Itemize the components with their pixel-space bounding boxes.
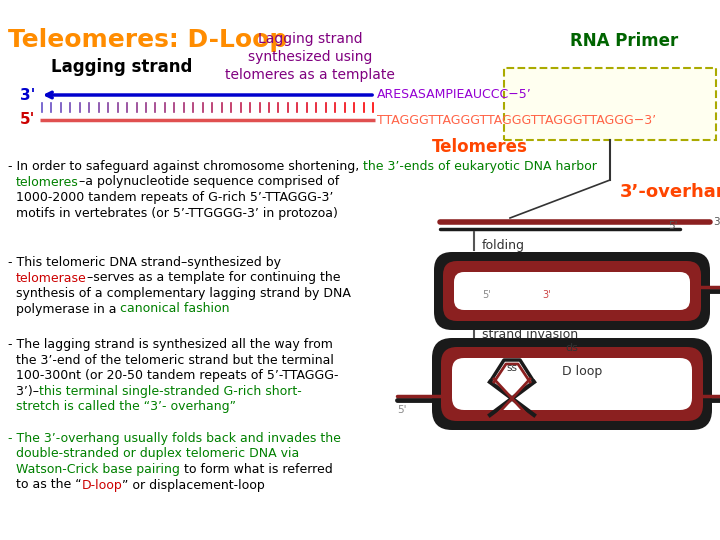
Text: D loop: D loop bbox=[562, 364, 602, 377]
Text: –serves as a template for continuing the: –serves as a template for continuing the bbox=[86, 272, 341, 285]
Text: 3': 3' bbox=[19, 87, 35, 103]
Text: the 3’-end of the telomeric strand but the terminal: the 3’-end of the telomeric strand but t… bbox=[8, 354, 334, 367]
Text: polymerase in a: polymerase in a bbox=[8, 302, 120, 315]
Text: - In order to safeguard against chromosome shortening,: - In order to safeguard against chromoso… bbox=[8, 160, 364, 173]
Text: stretch is called the “3’- overhang”: stretch is called the “3’- overhang” bbox=[8, 400, 236, 413]
FancyBboxPatch shape bbox=[434, 252, 710, 330]
Text: 1000-2000 tandem repeats of G-rich 5’-TTAGGG-3’: 1000-2000 tandem repeats of G-rich 5’-TT… bbox=[8, 191, 333, 204]
Text: Watson-Crick base pairing: Watson-Crick base pairing bbox=[16, 463, 180, 476]
FancyBboxPatch shape bbox=[441, 347, 703, 421]
Text: 3’)–: 3’)– bbox=[8, 384, 39, 397]
Text: Lagging strand
synthesized using
telomeres as a template: Lagging strand synthesized using telomer… bbox=[225, 32, 395, 82]
Text: double-stranded or duplex telomeric DNA via: double-stranded or duplex telomeric DNA … bbox=[8, 448, 300, 461]
Text: canonical fashion: canonical fashion bbox=[120, 302, 230, 315]
Text: D-loop: D-loop bbox=[81, 478, 122, 491]
Text: Telomeres: Telomeres bbox=[432, 138, 528, 156]
Text: 3’-overhang: 3’-overhang bbox=[620, 183, 720, 201]
FancyBboxPatch shape bbox=[454, 272, 690, 310]
Text: this terminal single-stranded G-rich short-: this terminal single-stranded G-rich sho… bbox=[39, 384, 302, 397]
Text: 5': 5' bbox=[397, 405, 407, 415]
Text: - The lagging strand is synthesized all the way from: - The lagging strand is synthesized all … bbox=[8, 338, 333, 351]
Text: ARESASAMPIEAUCCC−5’: ARESASAMPIEAUCCC−5’ bbox=[377, 89, 532, 102]
Text: to form what is referred: to form what is referred bbox=[180, 463, 333, 476]
Text: ds: ds bbox=[566, 343, 578, 353]
FancyBboxPatch shape bbox=[443, 261, 701, 321]
Text: Teleomeres: D-Loop: Teleomeres: D-Loop bbox=[8, 28, 287, 52]
Text: 5': 5' bbox=[19, 112, 35, 127]
Text: strand invasion: strand invasion bbox=[482, 327, 578, 341]
Text: telomerase: telomerase bbox=[16, 272, 86, 285]
Text: motifs in vertebrates (or 5’-TTGGGG-3’ in protozoa): motifs in vertebrates (or 5’-TTGGGG-3’ i… bbox=[8, 206, 338, 219]
Text: - The 3’-overhang usually folds back and invades the: - The 3’-overhang usually folds back and… bbox=[8, 432, 341, 445]
Text: to as the “: to as the “ bbox=[8, 478, 81, 491]
Text: Lagging strand: Lagging strand bbox=[51, 58, 193, 76]
Text: RNA Primer: RNA Primer bbox=[570, 32, 678, 50]
FancyBboxPatch shape bbox=[432, 338, 712, 430]
Text: - This telomeric DNA strand–synthesized by: - This telomeric DNA strand–synthesized … bbox=[8, 256, 281, 269]
Text: ss: ss bbox=[506, 363, 518, 373]
Text: telomeres: telomeres bbox=[16, 176, 78, 188]
Text: 5': 5' bbox=[668, 221, 678, 231]
Text: synthesis of a complementary lagging strand by DNA: synthesis of a complementary lagging str… bbox=[8, 287, 351, 300]
Text: folding: folding bbox=[482, 240, 525, 253]
Text: 3': 3' bbox=[713, 217, 720, 227]
Text: 5': 5' bbox=[482, 290, 491, 300]
Text: the 3’-ends of eukaryotic DNA harbor: the 3’-ends of eukaryotic DNA harbor bbox=[364, 160, 597, 173]
Text: –a polynucleotide sequence comprised of: –a polynucleotide sequence comprised of bbox=[78, 176, 339, 188]
Text: 3': 3' bbox=[542, 290, 551, 300]
FancyBboxPatch shape bbox=[504, 68, 716, 140]
Text: TTAGGGTTAGGGTTAGGGTTAGGGTTAGGG−3’: TTAGGGTTAGGGTTAGGGTTAGGGTTAGGG−3’ bbox=[377, 113, 656, 126]
FancyBboxPatch shape bbox=[452, 358, 692, 410]
Text: ” or displacement-loop: ” or displacement-loop bbox=[122, 478, 265, 491]
Text: 100-300nt (or 20-50 tandem repeats of 5’-TTAGGG-: 100-300nt (or 20-50 tandem repeats of 5’… bbox=[8, 369, 338, 382]
